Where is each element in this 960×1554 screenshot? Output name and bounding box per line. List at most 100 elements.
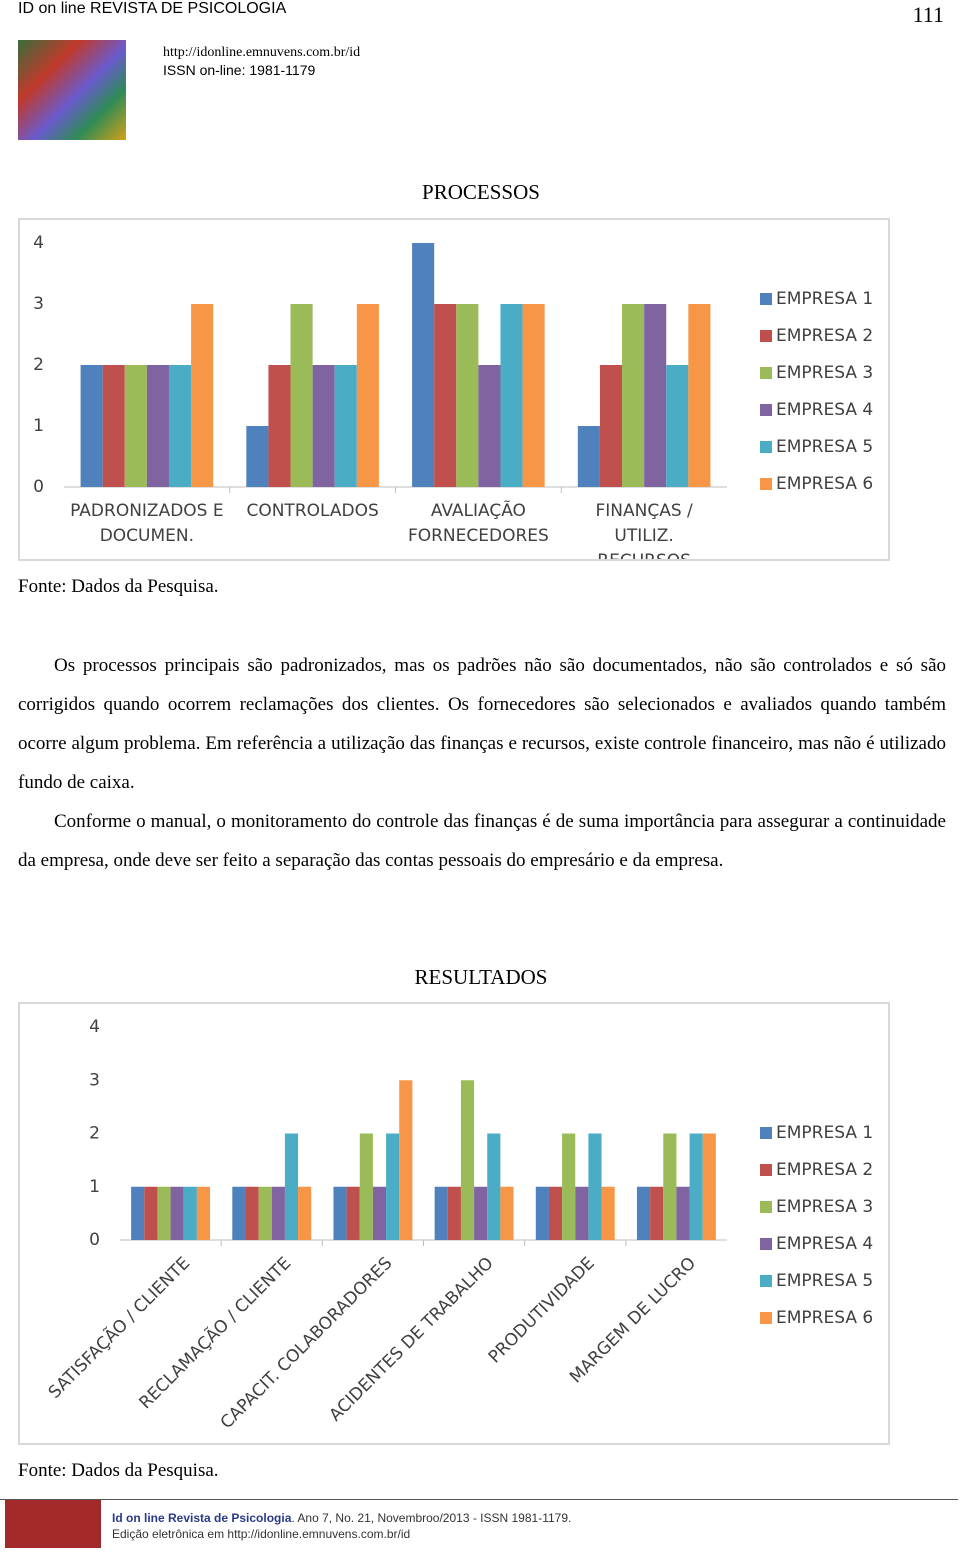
bar: [688, 304, 711, 487]
bar: [144, 1186, 158, 1240]
y-tick-label: 3: [89, 1070, 100, 1090]
legend-swatch: [760, 1238, 772, 1250]
page-number: 111: [912, 2, 944, 27]
bar: [258, 1186, 272, 1240]
bar: [434, 304, 457, 487]
legend-swatch: [760, 1164, 772, 1176]
bar: [196, 1186, 211, 1240]
bar: [246, 426, 269, 487]
bar: [124, 365, 147, 487]
bar: [284, 1133, 299, 1240]
x-tick-label-box: CONTROLADOS: [246, 501, 379, 521]
bar: [434, 1186, 448, 1240]
bar: [562, 1133, 576, 1240]
legend-label: EMPRESA 6: [776, 474, 873, 494]
bar: [650, 1186, 664, 1240]
bar: [487, 1133, 501, 1240]
y-tick-label: 2: [89, 1124, 100, 1144]
bar: [599, 365, 623, 487]
footer-brand: Id on line Revista de Psicologia: [112, 1511, 292, 1525]
legend-label: EMPRESA 1: [776, 1123, 873, 1143]
journal-url: http://idonline.emnuvens.com.br/id: [163, 45, 361, 60]
legend-label: EMPRESA 2: [776, 326, 873, 346]
y-tick-label: 4: [89, 1017, 100, 1037]
bar: [131, 1186, 145, 1240]
bar: [268, 365, 291, 487]
chart-plot: 0 1 2 3 4 PADRONIZADOS E DOCUMEN. CONTROLADOS A…: [33, 233, 873, 559]
bar: [372, 1186, 387, 1240]
bar: [157, 1186, 171, 1240]
y-tick-label: 0: [33, 477, 44, 497]
journal-logo: [18, 40, 126, 140]
bar: [191, 304, 214, 487]
legend-swatch: [760, 404, 772, 416]
journal-name: ID on line REVISTA DE PSICOLOGIA: [18, 0, 287, 17]
legend-label: EMPRESA 6: [776, 1308, 873, 1328]
bar: [702, 1133, 716, 1240]
source: Fonte: Dados da Pesquisa.: [18, 576, 219, 597]
bar: [666, 365, 689, 487]
legend-swatch: [760, 1201, 772, 1213]
x-tick-label: CAPACIT. COLABORADORES: [217, 1253, 397, 1433]
legend-swatch: [760, 367, 772, 379]
bar: [644, 304, 667, 487]
bar: [522, 304, 545, 487]
issn: ISSN on-line: 1981-1179: [163, 62, 316, 78]
bar: [478, 365, 501, 487]
chart-title: RESULTADOS: [414, 965, 548, 989]
y-tick-label: 2: [33, 355, 44, 375]
legend-label: EMPRESA 3: [776, 1197, 873, 1217]
y-tick-label: 0: [89, 1230, 100, 1250]
bar: [500, 304, 523, 487]
bar: [386, 1133, 400, 1240]
x-tick-label: FINANÇAS / UTILIZ. RECURSOS: [595, 501, 693, 559]
legend-label: EMPRESA 4: [776, 400, 873, 420]
bar: [447, 1186, 461, 1240]
bar: [334, 365, 357, 487]
footer-details: . Ano 7, No. 21, Novembroo/2013 - ISSN 1…: [291, 1511, 572, 1525]
bar: [548, 1186, 563, 1240]
bar: [575, 1186, 589, 1240]
footer-logo: [5, 1500, 101, 1548]
bar: [271, 1186, 285, 1240]
y-tick-label: 1: [33, 416, 44, 436]
bar: [333, 1186, 347, 1240]
bar: [474, 1186, 488, 1240]
x-tick-label: AVALIAÇÃO FORNECEDORES: [407, 501, 549, 546]
bar: [232, 1186, 246, 1240]
legend-label: EMPRESA 3: [776, 363, 873, 383]
bar: [183, 1186, 197, 1240]
bar: [102, 365, 125, 487]
bar: [456, 304, 479, 487]
bar: [663, 1133, 677, 1240]
bar: [346, 1186, 360, 1240]
bar: [399, 1080, 413, 1240]
x-tick-label: ACIDENTES DE TRABALHO: [326, 1253, 498, 1425]
bar: [290, 304, 313, 487]
x-tick-label: CONTROLADOS: [246, 501, 379, 521]
bar: [601, 1186, 615, 1240]
bar: [312, 365, 335, 487]
bar: [298, 1186, 312, 1240]
bar: [460, 1080, 475, 1240]
bar: [500, 1186, 514, 1240]
bar: [170, 1186, 184, 1240]
bar: [636, 1186, 651, 1240]
x-tick-label: PADRONIZADOS E DOCUMEN.: [70, 501, 224, 546]
x-tick-label-box: FINANÇAS / UTILIZ. RECURSOS: [595, 501, 693, 559]
x-tick-label-box: AVALIAÇÃO FORNECEDORES: [407, 501, 549, 546]
legend-swatch: [760, 293, 772, 305]
bar: [412, 243, 435, 487]
bar: [356, 304, 379, 487]
legend-swatch: [760, 441, 772, 453]
bar: [80, 365, 103, 487]
footer-citation: Id on line Revista de Psicologia. Ano 7,…: [112, 1511, 571, 1525]
bar: [146, 365, 169, 487]
footer-edition: Edição eletrônica em http://idonline.emn…: [112, 1527, 411, 1541]
bar: [689, 1133, 703, 1240]
bar: [577, 426, 600, 487]
source: Fonte: Dados da Pesquisa.: [18, 1460, 219, 1481]
paragraph: Conforme o manual, o monitoramento do co…: [18, 811, 946, 871]
